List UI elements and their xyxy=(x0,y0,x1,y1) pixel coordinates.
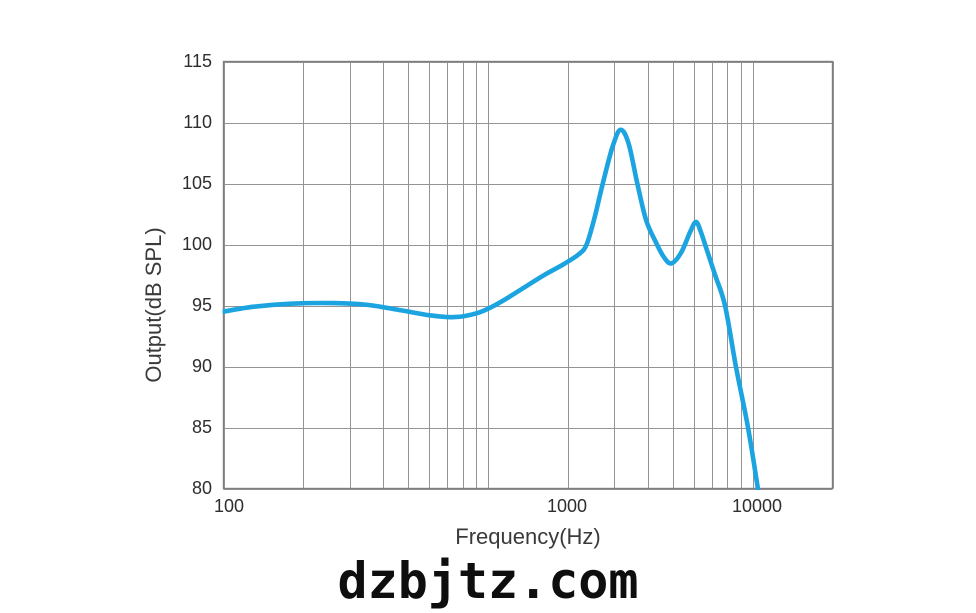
y-tick-80: 80 xyxy=(191,478,212,498)
x-tick-1000: 1000 xyxy=(546,496,588,516)
watermark-text: dzbjtz.com xyxy=(337,552,639,610)
y-tick-100: 100 xyxy=(181,234,212,254)
response-curve xyxy=(222,127,761,490)
y-tick-95: 95 xyxy=(191,295,212,315)
y-tick-115: 115 xyxy=(183,51,212,71)
y-tick-90: 90 xyxy=(191,356,212,376)
y-tick-85: 85 xyxy=(191,417,212,437)
x-axis-title: Frequency(Hz) xyxy=(455,524,601,549)
y-tick-110: 110 xyxy=(183,112,212,132)
x-tick-100: 100 xyxy=(213,496,245,516)
y-axis-title: Output(dB SPL) xyxy=(141,227,166,383)
y-tick-105: 105 xyxy=(181,173,212,193)
x-tick-10000: 10000 xyxy=(731,496,783,516)
